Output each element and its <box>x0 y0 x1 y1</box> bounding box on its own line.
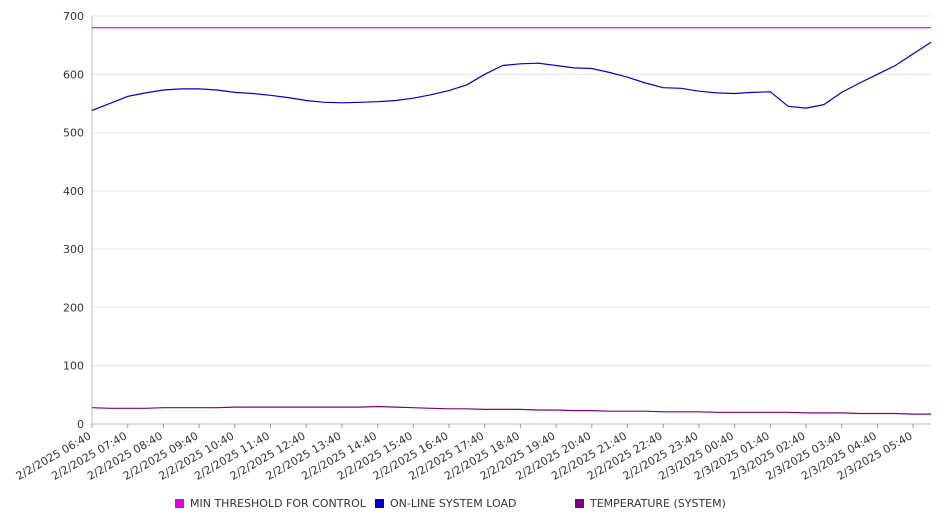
y-tick-label: 400 <box>63 185 84 198</box>
y-tick-label: 200 <box>63 301 84 314</box>
y-tick-label: 100 <box>63 360 84 373</box>
series-line-temperature <box>91 405 931 415</box>
y-tick-label: 300 <box>63 243 84 256</box>
y-tick-label: 700 <box>63 10 84 23</box>
axes <box>91 16 931 425</box>
legend-item-system-load[interactable]: ON-LINE SYSTEM LOAD <box>375 497 516 510</box>
grid-lines <box>92 15 931 425</box>
legend-swatch-temperature <box>575 499 584 508</box>
legend-item-temperature[interactable]: TEMPERATURE (SYSTEM) <box>575 497 726 510</box>
legend-label-threshold: MIN THRESHOLD FOR CONTROL <box>190 497 366 510</box>
y-tick-label: 0 <box>77 418 84 431</box>
legend-swatch-system-load <box>375 499 384 508</box>
x-axis-ticks: 2/2/2025 06:402/2/2025 07:402/2/2025 08:… <box>14 424 915 483</box>
legend-label-temperature: TEMPERATURE (SYSTEM) <box>590 497 726 510</box>
series-line-system-load <box>91 41 932 111</box>
legend-swatch-threshold <box>175 499 184 508</box>
legend-label-system-load: ON-LINE SYSTEM LOAD <box>390 497 517 510</box>
legend: MIN THRESHOLD FOR CONTROL ON-LINE SYSTEM… <box>0 497 946 515</box>
y-axis-ticks: 0 100 200 300 400 500 600 700 <box>63 10 84 431</box>
y-tick-label: 500 <box>63 127 84 140</box>
legend-item-threshold[interactable]: MIN THRESHOLD FOR CONTROL <box>175 497 366 510</box>
y-tick-label: 600 <box>63 68 84 81</box>
series-lines <box>91 27 932 415</box>
